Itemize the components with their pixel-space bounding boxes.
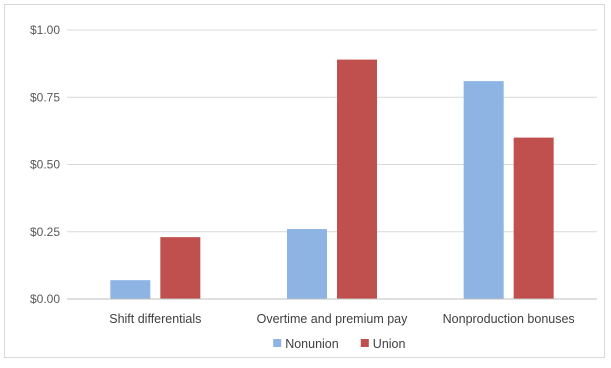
bar-nonunion-1 [287,229,327,299]
category-label: Nonproduction bonuses [443,312,575,326]
legend-label-nonunion: Nonunion [285,337,339,351]
y-tick-label: $0.75 [30,90,60,104]
category-label: Overtime and premium pay [257,312,409,326]
bar-union-0 [160,237,201,299]
y-tick-label: $1.00 [30,23,60,37]
legend-swatch-union [360,339,369,347]
category-labels: Shift differentials Overtime and premium … [109,312,574,326]
y-tick-label: $0.50 [30,158,60,172]
bar-chart: $0.00 $0.25 $0.50 $0.75 $1.00 Shift differen… [30,23,597,351]
bar-union-1 [337,59,377,300]
legend-label-union: Union [373,337,406,351]
bar-nonunion-2 [463,81,504,299]
y-tick-label: $0.00 [30,292,60,306]
bar-union-2 [513,137,554,299]
bars [110,59,554,300]
chart-area: $0.00 $0.25 $0.50 $0.75 $1.00 Shift differen… [4,4,605,358]
bar-nonunion-0 [110,280,151,299]
y-tick-label: $0.25 [30,225,60,239]
category-label: Shift differentials [109,312,201,326]
legend-swatch-nonunion [273,339,282,347]
y-axis-ticks: $0.00 $0.25 $0.50 $0.75 $1.00 [30,23,60,306]
legend: Nonunion Union [273,337,406,351]
gridlines [67,29,597,233]
